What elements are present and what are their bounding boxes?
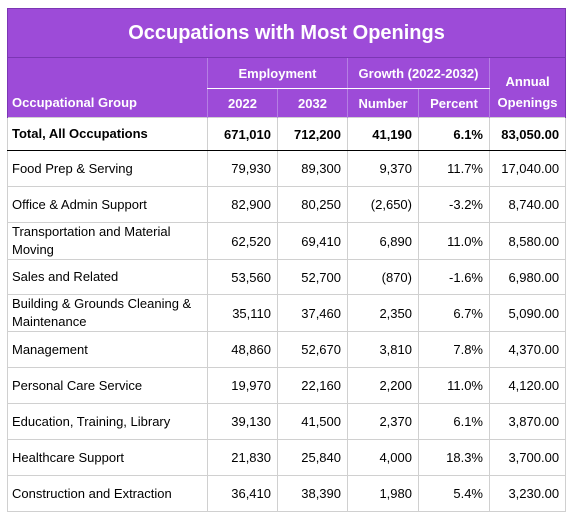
- cell-occupational-group: Construction and Extraction: [7, 475, 208, 512]
- cell-openings: 8,580.00: [488, 222, 567, 260]
- cell-2032: 52,670: [277, 331, 348, 368]
- header-row-groups: Employment Growth (2022-2032) Annual: [7, 57, 567, 89]
- cell-number: 41,190: [347, 117, 419, 151]
- cell-percent: -1.6%: [418, 259, 490, 295]
- table-row: Personal Care Service 19,970 22,160 2,200 11…: [7, 367, 567, 404]
- table-row: Sales and Related 53,560 52,700 (870) -1.6% 6…: [7, 259, 567, 295]
- cell-2022: 671,010: [207, 117, 278, 151]
- cell-percent: 6.1%: [418, 403, 490, 440]
- cell-2032: 712,200: [277, 117, 348, 151]
- cell-openings: 6,980.00: [488, 259, 567, 295]
- header-blank: [7, 57, 208, 89]
- cell-occupational-group: Office & Admin Support: [7, 186, 208, 223]
- cell-2032: 38,390: [277, 475, 348, 512]
- cell-2022: 35,110: [207, 294, 278, 332]
- cell-percent: 7.8%: [418, 331, 490, 368]
- cell-occupational-group: Transportation and Material Moving: [7, 222, 208, 260]
- cell-occupational-group: Food Prep & Serving: [7, 150, 208, 187]
- table-row: Construction and Extraction 36,410 38,390 1…: [7, 475, 567, 512]
- cell-2022: 62,520: [207, 222, 278, 260]
- cell-openings: 4,120.00: [488, 367, 567, 404]
- header-2032: 2032: [277, 88, 348, 118]
- cell-openings: 83,050.00: [488, 117, 567, 151]
- cell-2022: 19,970: [207, 367, 278, 404]
- cell-percent: 11.7%: [418, 150, 490, 187]
- occupations-table: Occupations with Most Openings Employmen…: [6, 8, 567, 512]
- cell-2022: 39,130: [207, 403, 278, 440]
- table-body: Total, All Occupations 671,010 712,200 41,1…: [7, 117, 567, 512]
- cell-2032: 80,250: [277, 186, 348, 223]
- cell-number: 3,810: [347, 331, 419, 368]
- header-occupational-group: Occupational Group: [7, 88, 208, 118]
- cell-number: (870): [347, 259, 419, 295]
- cell-occupational-group: Building & Grounds Cleaning & Maintenanc…: [7, 294, 208, 332]
- table-row: Healthcare Support 21,830 25,840 4,000 18.3%…: [7, 439, 567, 476]
- cell-number: (2,650): [347, 186, 419, 223]
- table-row: Education, Training, Library 39,130 41,500…: [7, 403, 567, 440]
- table-row: Food Prep & Serving 79,930 89,300 9,370 11.7…: [7, 150, 567, 187]
- cell-occupational-group: Sales and Related: [7, 259, 208, 295]
- occupations-table-container: Occupations with Most Openings Employmen…: [6, 8, 567, 512]
- cell-percent: 11.0%: [418, 222, 490, 260]
- cell-number: 9,370: [347, 150, 419, 187]
- cell-2032: 41,500: [277, 403, 348, 440]
- cell-number: 2,200: [347, 367, 419, 404]
- cell-number: 2,370: [347, 403, 419, 440]
- cell-2022: 53,560: [207, 259, 278, 295]
- cell-2032: 69,410: [277, 222, 348, 260]
- cell-openings: 4,370.00: [488, 331, 567, 368]
- cell-percent: 6.7%: [418, 294, 490, 332]
- cell-2022: 82,900: [207, 186, 278, 223]
- cell-percent: 11.0%: [418, 367, 490, 404]
- total-row: Total, All Occupations 671,010 712,200 41,1…: [7, 117, 567, 151]
- cell-number: 4,000: [347, 439, 419, 476]
- header-number: Number: [347, 88, 419, 118]
- cell-occupational-group: Total, All Occupations: [7, 117, 208, 151]
- cell-openings: 3,870.00: [488, 403, 567, 440]
- cell-2022: 36,410: [207, 475, 278, 512]
- cell-2032: 37,460: [277, 294, 348, 332]
- cell-occupational-group: Management: [7, 331, 208, 368]
- cell-openings: 17,040.00: [488, 150, 567, 187]
- cell-openings: 5,090.00: [488, 294, 567, 332]
- cell-percent: 5.4%: [418, 475, 490, 512]
- cell-number: 2,350: [347, 294, 419, 332]
- table-title: Occupations with Most Openings: [6, 8, 567, 58]
- cell-percent: 6.1%: [418, 117, 490, 151]
- header-openings: Openings: [488, 88, 567, 118]
- title-row: Occupations with Most Openings: [6, 8, 567, 58]
- header-2022: 2022: [207, 88, 278, 118]
- header-employment: Employment: [207, 57, 348, 89]
- cell-2032: 25,840: [277, 439, 348, 476]
- table-row: Management 48,860 52,670 3,810 7.8% 4,370.00: [7, 331, 567, 368]
- header-annual: Annual: [488, 57, 567, 89]
- header-row-columns: Occupational Group 2022 2032 Number Perc…: [7, 88, 567, 118]
- cell-openings: 8,740.00: [488, 186, 567, 223]
- cell-occupational-group: Education, Training, Library: [7, 403, 208, 440]
- cell-2022: 21,830: [207, 439, 278, 476]
- cell-occupational-group: Personal Care Service: [7, 367, 208, 404]
- cell-2022: 48,860: [207, 331, 278, 368]
- cell-2032: 52,700: [277, 259, 348, 295]
- cell-2032: 22,160: [277, 367, 348, 404]
- table-row: Building & Grounds Cleaning & Maintenanc…: [7, 294, 567, 332]
- cell-percent: 18.3%: [418, 439, 490, 476]
- cell-2032: 89,300: [277, 150, 348, 187]
- cell-number: 1,980: [347, 475, 419, 512]
- cell-2022: 79,930: [207, 150, 278, 187]
- cell-number: 6,890: [347, 222, 419, 260]
- cell-openings: 3,230.00: [488, 475, 567, 512]
- table-row: Transportation and Material Moving 62,520…: [7, 222, 567, 260]
- cell-percent: -3.2%: [418, 186, 490, 223]
- cell-occupational-group: Healthcare Support: [7, 439, 208, 476]
- table-row: Office & Admin Support 82,900 80,250 (2,650…: [7, 186, 567, 223]
- header-percent: Percent: [418, 88, 490, 118]
- cell-openings: 3,700.00: [488, 439, 567, 476]
- header-growth: Growth (2022-2032): [347, 57, 490, 89]
